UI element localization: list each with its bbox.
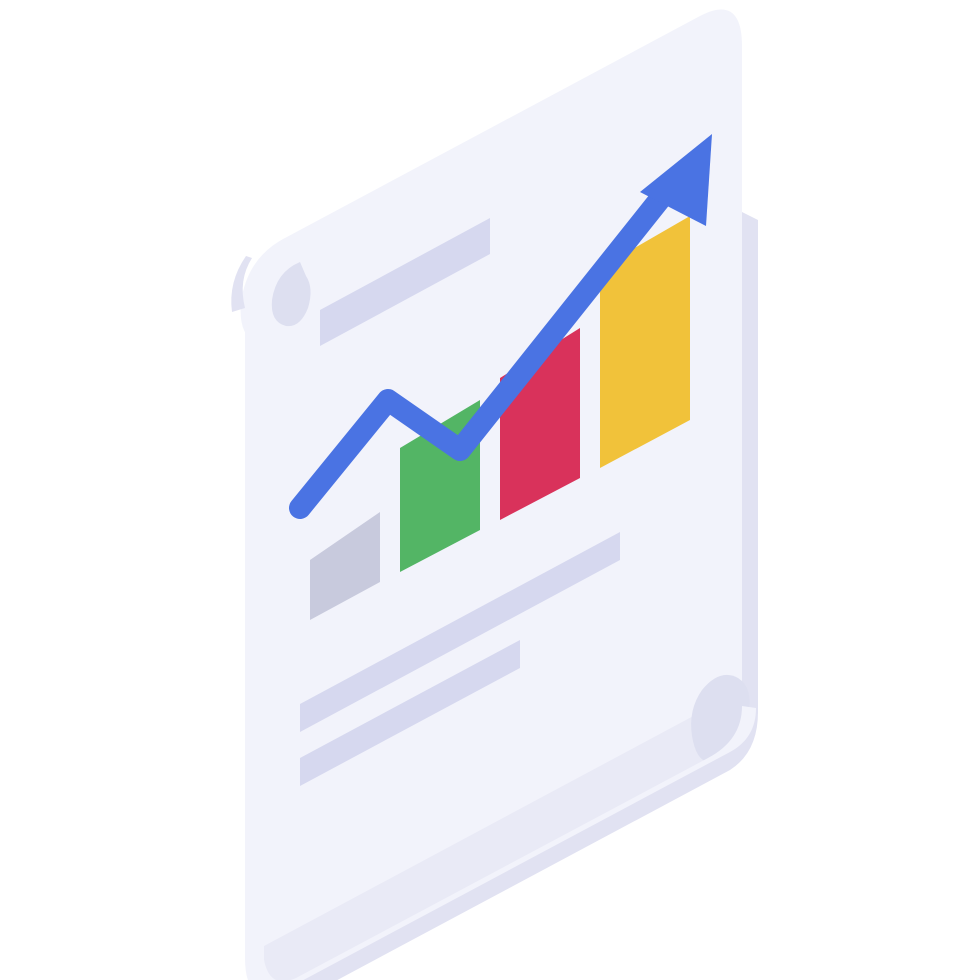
report-chart-icon [0, 0, 980, 980]
